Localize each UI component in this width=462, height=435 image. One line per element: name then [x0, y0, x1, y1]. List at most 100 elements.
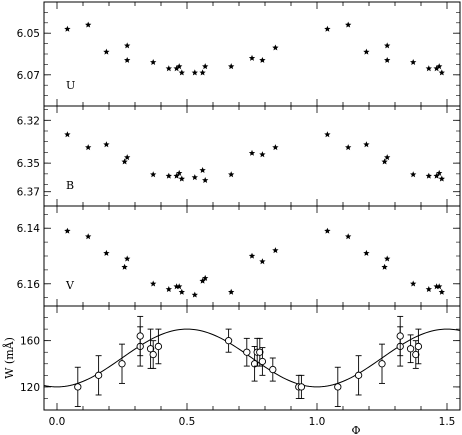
data-point-u: [124, 56, 131, 63]
data-point-w: [354, 371, 363, 379]
data-point-v: [345, 233, 352, 240]
data-point-w: [406, 345, 415, 353]
data-point-v: [124, 255, 131, 262]
data-point-u: [433, 65, 440, 72]
data-point-u: [248, 54, 256, 61]
data-point-b: [384, 154, 391, 161]
data-point-v: [381, 263, 388, 270]
data-point-v: [121, 263, 128, 270]
data-point-u: [384, 42, 391, 49]
data-point-u: [165, 65, 172, 72]
data-point-w: [118, 360, 126, 368]
data-point-b: [381, 158, 388, 165]
panel-label-v: V: [65, 279, 75, 292]
x-tick-label: 1.0: [309, 416, 326, 428]
data-point-w: [269, 365, 277, 374]
data-point-b: [173, 172, 180, 179]
panel-label-u: U: [66, 79, 75, 92]
data-point-v: [324, 227, 331, 234]
x-tick-label: 1.5: [439, 416, 456, 428]
panel-b: 6.32 6.35 6.37 B: [17, 105, 461, 207]
data-point-w: [74, 383, 82, 391]
data-point-b: [64, 131, 71, 138]
data-point-w: [243, 348, 251, 356]
data-point-v: [363, 249, 370, 256]
data-point-u: [410, 59, 417, 65]
y-axis-title: W (mÅ): [2, 337, 16, 379]
data-point-w: [224, 337, 233, 345]
data-point-b: [202, 176, 209, 183]
y-tick-label: 160: [20, 336, 40, 348]
data-point-v: [436, 283, 443, 290]
data-point-v: [202, 274, 209, 281]
y-tick-label: 6.16: [17, 279, 41, 291]
data-point-u: [363, 48, 370, 55]
data-point-u: [85, 21, 92, 28]
data-point-v: [64, 227, 71, 234]
panel-frame-b: [43, 105, 461, 207]
data-point-v: [150, 280, 157, 287]
data-point-u: [202, 63, 209, 70]
data-point-b: [191, 174, 198, 181]
data-point-b: [165, 172, 172, 179]
data-point-b: [248, 149, 256, 156]
data-point-b: [433, 172, 440, 179]
data-point-v: [259, 258, 266, 265]
data-point-u: [438, 69, 445, 76]
data-point-w: [149, 350, 157, 359]
data-point-w: [334, 383, 342, 391]
data-point-w: [378, 360, 386, 368]
data-point-w: [412, 350, 420, 359]
panel-label-b: B: [66, 179, 74, 192]
data-point-u: [228, 63, 235, 70]
data-point-b: [272, 144, 279, 151]
data-point-u: [124, 42, 131, 49]
data-point-w: [396, 332, 404, 340]
data-point-u: [436, 63, 443, 70]
fit-curve: [43, 328, 461, 388]
data-point-b: [228, 171, 235, 178]
data-point-b: [438, 175, 445, 182]
y-tick-label: 6.14: [17, 223, 41, 235]
data-point-v: [248, 252, 256, 259]
panel-v: 6.14 6.16 V: [17, 205, 461, 307]
data-point-u: [64, 25, 71, 32]
data-point-b: [345, 144, 352, 151]
data-point-w: [136, 332, 144, 340]
data-point-u: [345, 21, 352, 28]
data-point-v: [272, 247, 279, 254]
data-point-v: [425, 286, 432, 292]
data-point-u: [259, 56, 266, 63]
data-point-w: [250, 360, 259, 368]
data-point-w: [297, 383, 306, 391]
data-point-b: [178, 175, 185, 182]
data-point-v: [228, 288, 235, 295]
data-point-u: [272, 44, 279, 51]
data-point-v: [438, 288, 445, 295]
data-point-v: [176, 283, 183, 290]
data-point-b: [176, 169, 183, 176]
data-point-u: [384, 56, 391, 63]
data-point-b: [199, 166, 206, 173]
y-tick-label: 120: [20, 382, 40, 394]
data-point-b: [85, 144, 92, 151]
data-point-b: [324, 131, 331, 138]
data-point-b: [425, 172, 432, 179]
data-point-u: [324, 25, 331, 32]
data-point-u: [176, 63, 183, 70]
y-tick-label: 6.05: [17, 28, 40, 40]
data-point-u: [178, 69, 185, 76]
panel-frame-u: [43, 1, 461, 107]
data-point-v: [165, 286, 172, 292]
data-point-b: [259, 151, 266, 158]
data-point-b: [363, 141, 370, 148]
data-point-w: [154, 342, 163, 351]
data-point-v: [85, 233, 92, 240]
x-tick-label: 0.0: [49, 416, 66, 428]
data-point-b: [103, 141, 110, 148]
data-point-v: [191, 291, 198, 298]
panel-frame-w: [43, 305, 461, 411]
data-point-v: [384, 255, 391, 262]
data-point-w: [258, 357, 267, 366]
